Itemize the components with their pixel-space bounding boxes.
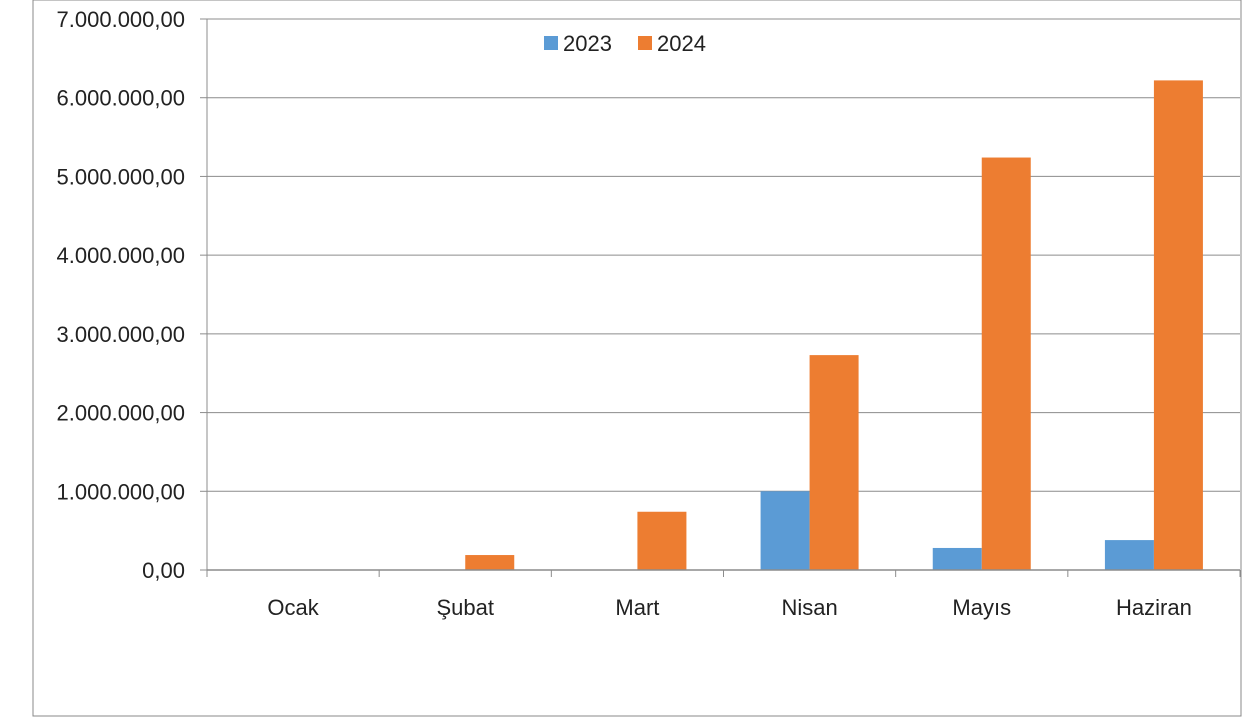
- y-tick-label: 3.000.000,00: [57, 322, 185, 347]
- y-tick-label: 5.000.000,00: [57, 164, 185, 189]
- legend: 2023 2024: [544, 31, 706, 56]
- x-tick-label: Mayıs: [952, 595, 1011, 620]
- chart-frame: [32, 0, 1242, 717]
- y-tick-label: 6.000.000,00: [57, 86, 185, 111]
- y-tick-label: 2.000.000,00: [57, 401, 185, 426]
- legend-label-2024: 2024: [657, 31, 706, 56]
- bar-2023-Haziran: [1104, 540, 1154, 570]
- y-tick-label: 7.000.000,00: [57, 7, 185, 32]
- x-tick-label: Şubat: [437, 595, 495, 620]
- x-tick-label: Nisan: [781, 595, 837, 620]
- x-tick-label: Haziran: [1116, 595, 1192, 620]
- x-axis-tick-labels: Ocak Şubat Mart Nisan Mayıs Haziran: [267, 595, 1191, 620]
- y-tick-label: 0,00: [142, 558, 185, 583]
- bar-2024-Haziran: [1153, 80, 1203, 570]
- bar-2024-Mart: [637, 511, 687, 570]
- legend-swatch-2024: [638, 36, 652, 50]
- gridlines: [200, 18, 1240, 571]
- bar-2024-Mayıs: [981, 157, 1031, 570]
- y-tick-label: 4.000.000,00: [57, 243, 185, 268]
- bar-2024-Nisan: [809, 355, 859, 570]
- legend-label-2023: 2023: [563, 31, 612, 56]
- bar-2023-Nisan: [760, 491, 810, 570]
- bar-2024-Şubat: [465, 555, 515, 570]
- x-tick-label: Ocak: [267, 595, 319, 620]
- y-tick-label: 1.000.000,00: [57, 479, 185, 504]
- bar-2023-Mayıs: [932, 547, 982, 570]
- legend-swatch-2023: [544, 36, 558, 50]
- y-axis-tick-labels: 0,00 1.000.000,00 2.000.000,00 3.000.000,00…: [57, 7, 185, 583]
- x-tick-label: Mart: [615, 595, 659, 620]
- bars: [465, 80, 1203, 570]
- x-axis: [206, 19, 1241, 577]
